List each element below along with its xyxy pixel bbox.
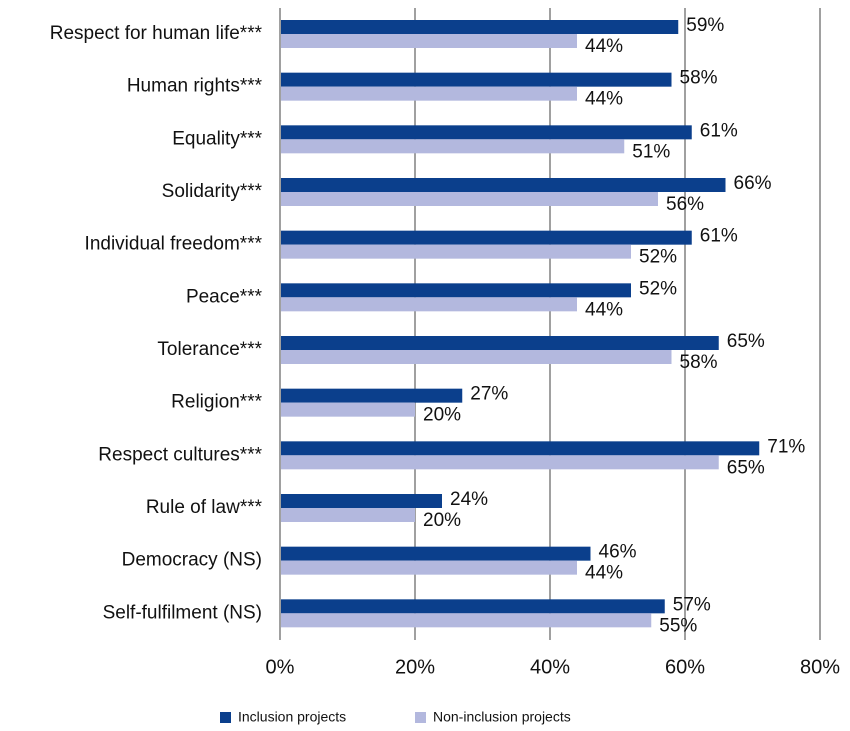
y-tick-label: Respect for human life*** [50, 23, 263, 44]
value-label: 58% [680, 352, 718, 373]
y-tick-label: Democracy (NS) [122, 550, 262, 571]
value-label: 65% [727, 457, 765, 478]
bar [280, 350, 672, 364]
bar [280, 455, 719, 470]
bar [280, 297, 577, 312]
y-tick-label: Equality*** [172, 128, 262, 149]
value-label: 65% [727, 331, 765, 352]
x-tick-label: 40% [530, 656, 570, 678]
bar [280, 599, 665, 614]
value-label: 56% [666, 194, 704, 215]
y-tick-label: Religion*** [171, 392, 262, 413]
value-label: 46% [599, 542, 637, 563]
x-tick-label: 0% [266, 656, 295, 678]
legend-label: Non-inclusion projects [433, 709, 571, 725]
y-tick-label: Peace*** [186, 286, 263, 307]
bar [280, 441, 760, 456]
value-label: 55% [659, 615, 697, 636]
bar [280, 546, 591, 561]
bar [280, 336, 719, 350]
bar [280, 178, 726, 192]
x-tick-label: 80% [800, 656, 840, 678]
x-tick-label: 60% [665, 656, 705, 678]
bar [280, 508, 415, 522]
x-tick-label: 20% [395, 656, 435, 678]
value-label: 52% [639, 278, 677, 299]
bar [280, 244, 631, 259]
y-tick-label: Self-fulfilment (NS) [103, 602, 262, 623]
bar [280, 613, 652, 628]
y-tick-label: Respect cultures*** [98, 444, 262, 465]
value-label: 44% [585, 563, 623, 584]
bar [280, 139, 625, 154]
bar [280, 125, 692, 140]
bar [280, 388, 463, 403]
bar [280, 402, 415, 417]
value-label: 66% [734, 173, 772, 194]
bar [280, 72, 672, 87]
y-tick-label: Individual freedom*** [85, 234, 263, 255]
bar [280, 560, 577, 575]
bar [280, 283, 631, 298]
bar [280, 34, 577, 48]
value-label: 44% [585, 299, 623, 320]
bar [280, 230, 692, 245]
bar [280, 192, 658, 206]
legend-swatch [415, 712, 426, 723]
value-label: 61% [700, 226, 738, 247]
value-label: 58% [680, 68, 718, 89]
bar [280, 20, 679, 34]
value-label: 44% [585, 89, 623, 110]
y-tick-label: Solidarity*** [162, 181, 263, 202]
bar [280, 494, 442, 508]
value-label: 20% [423, 510, 461, 531]
value-label: 71% [767, 436, 805, 457]
bar [280, 86, 577, 101]
value-label: 20% [423, 405, 461, 426]
value-label: 52% [639, 247, 677, 268]
y-tick-label: Tolerance*** [157, 339, 262, 360]
value-label: 59% [686, 15, 724, 36]
legend-label: Inclusion projects [238, 709, 346, 725]
value-label: 44% [585, 36, 623, 57]
value-label: 61% [700, 120, 738, 141]
value-label: 51% [632, 141, 670, 162]
legend-swatch [220, 712, 231, 723]
value-label: 24% [450, 489, 488, 510]
value-label: 57% [673, 594, 711, 615]
value-label: 27% [470, 384, 508, 405]
y-tick-label: Rule of law*** [146, 497, 263, 518]
y-tick-label: Human rights*** [127, 76, 263, 97]
